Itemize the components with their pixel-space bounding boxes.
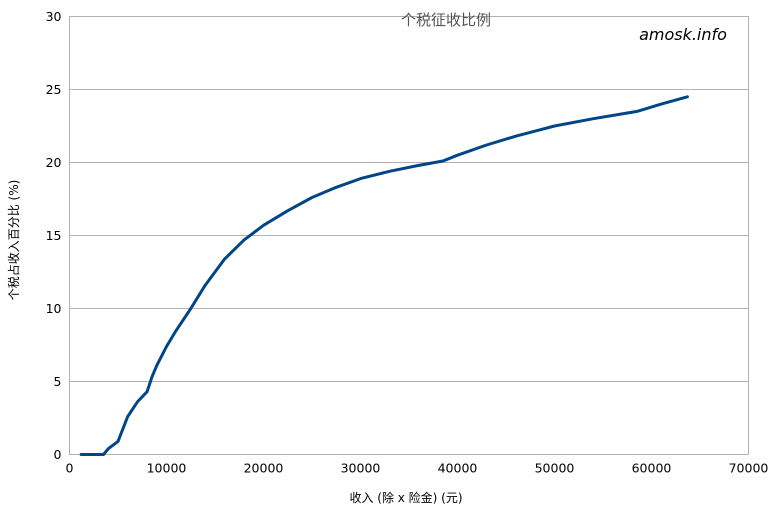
y-tick-labels: 0 5 10 15 20 25 30 [46, 9, 62, 462]
x-tick-label: 30000 [341, 461, 381, 476]
plot-area [69, 16, 749, 455]
x-tick-label: 10000 [147, 461, 187, 476]
x-tick-label: 70000 [729, 461, 769, 476]
y-tick-label: 20 [46, 155, 62, 170]
x-tick-label: 50000 [535, 461, 575, 476]
grid-lines [69, 16, 749, 455]
watermark: amosk.info [639, 25, 727, 44]
y-tick-label: 0 [54, 447, 62, 462]
y-tick-label: 30 [46, 9, 62, 24]
x-axis-label: 收入 (除 x 险金) (元) [349, 490, 462, 505]
y-axis-label: 个税占收入百分比 (%) [6, 180, 21, 301]
series-line [79, 95, 689, 456]
series-layer [79, 95, 689, 456]
x-tick-label: 0 [66, 461, 74, 476]
y-tick-label: 15 [46, 228, 62, 243]
y-tick-label: 10 [46, 301, 62, 316]
x-tick-label: 20000 [244, 461, 284, 476]
chart-title: 个税征收比例 [401, 11, 491, 29]
x-tick-labels: 0 10000 20000 30000 40000 50000 60000 70000 [66, 461, 769, 476]
y-tick-label: 5 [54, 374, 62, 389]
x-tick-label: 60000 [632, 461, 672, 476]
y-tick-label: 25 [46, 82, 62, 97]
x-tick-label: 40000 [438, 461, 478, 476]
